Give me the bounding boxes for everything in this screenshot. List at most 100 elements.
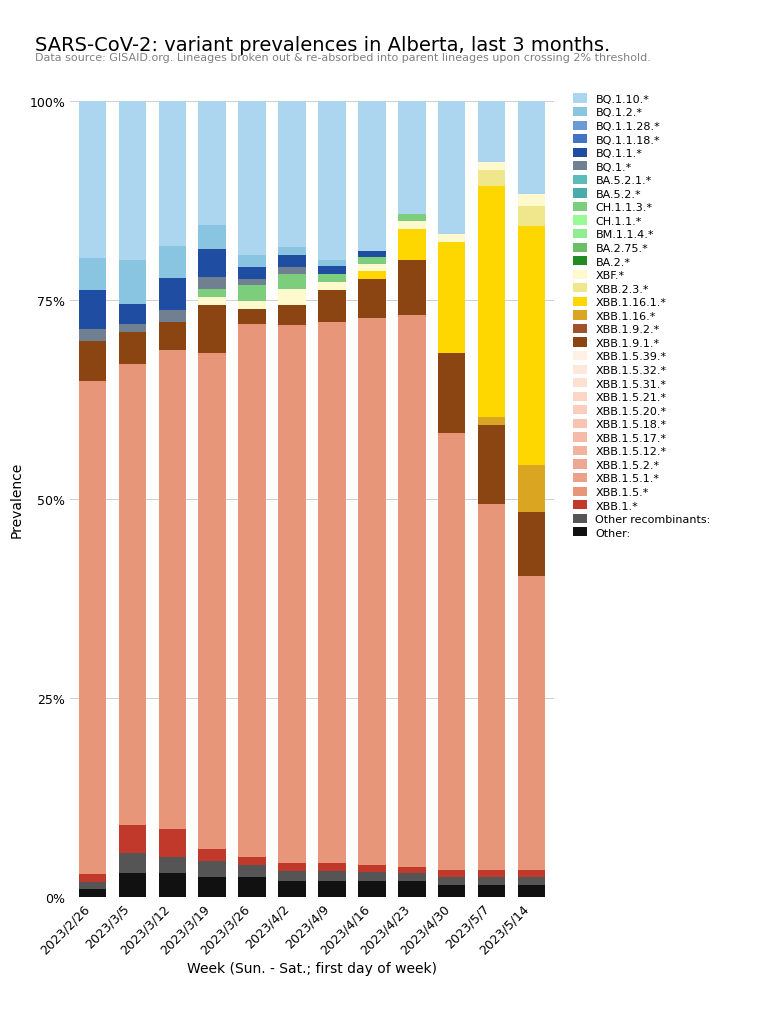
Bar [478,504,505,870]
Bar [278,871,306,880]
Bar [79,290,106,330]
Bar [518,207,545,226]
Bar [119,102,146,261]
Bar [198,277,225,289]
Bar [358,252,385,258]
Bar [518,884,545,897]
X-axis label: Week (Sun. - Sat.; first day of week): Week (Sun. - Sat.; first day of week) [187,962,437,975]
Bar [79,382,106,874]
Bar [518,870,545,876]
Bar [518,102,545,195]
Bar [318,323,346,863]
Bar [399,215,426,221]
Bar [478,163,505,171]
Bar [119,324,146,332]
Bar [399,221,426,229]
Bar [399,867,426,873]
Bar [198,298,225,306]
Bar [399,261,426,316]
Text: SARS-CoV-2: variant prevalences in Alberta, last 3 months.: SARS-CoV-2: variant prevalences in Alber… [35,36,610,55]
Bar [278,102,306,249]
Bar [358,280,385,319]
Bar [119,305,146,324]
Bar [318,267,346,275]
Bar [239,286,266,302]
Bar [318,880,346,897]
Bar [278,863,306,871]
Bar [239,268,266,279]
Bar [318,291,346,323]
Bar [438,433,466,870]
Bar [198,102,225,226]
Bar [158,829,186,857]
Bar [358,272,385,280]
Bar [158,873,186,897]
Bar [278,274,306,290]
Bar [198,250,225,277]
Bar [358,881,385,897]
Bar [239,302,266,310]
Bar [239,858,266,865]
Bar [239,310,266,325]
Bar [119,825,146,853]
Bar [478,870,505,876]
Bar [278,256,306,268]
Bar [358,258,385,264]
Bar [438,234,466,243]
Bar [79,342,106,382]
Bar [198,849,225,861]
Bar [119,332,146,364]
Bar [198,861,225,876]
Bar [518,577,545,870]
Bar [438,870,466,876]
Bar [239,102,266,256]
Bar [239,256,266,268]
Bar [158,351,186,829]
Bar [198,289,225,298]
Bar [239,865,266,877]
Bar [358,319,385,865]
Bar [79,889,106,897]
Bar [518,195,545,207]
Bar [119,853,146,873]
Bar [399,316,426,867]
Bar [318,275,346,283]
Bar [79,874,106,882]
Bar [478,102,505,163]
Bar [399,881,426,897]
Bar [239,325,266,858]
Bar [278,290,306,306]
Bar [438,876,466,884]
Bar [318,863,346,871]
Bar [158,323,186,351]
Bar [318,871,346,880]
Bar [79,259,106,290]
Bar [478,876,505,884]
Bar [198,306,225,354]
Bar [478,186,505,418]
Bar [239,279,266,286]
Text: Data source: GISAID.org. Lineages broken out & re-absorbed into parent lineages : Data source: GISAID.org. Lineages broken… [35,53,651,63]
Bar [158,247,186,279]
Bar [239,877,266,897]
Bar [278,880,306,897]
Bar [119,364,146,825]
Bar [198,226,225,250]
Bar [438,354,466,433]
Bar [278,326,306,863]
Bar [399,229,426,261]
Bar [158,279,186,311]
Bar [79,102,106,259]
Legend: BQ.1.10.*, BQ.1.2.*, BQ.1.1.28.*, BQ.1.1.18.*, BQ.1.1.*, BQ.1.*, BA.5.2.1.*, BA.: BQ.1.10.*, BQ.1.2.*, BQ.1.1.28.*, BQ.1.1… [571,92,713,540]
Bar [478,425,505,504]
Bar [318,261,346,267]
Bar [358,102,385,252]
Bar [198,876,225,897]
Bar [358,871,385,881]
Bar [478,418,505,425]
Bar [79,330,106,342]
Bar [278,268,306,274]
Bar [478,884,505,897]
Bar [438,102,466,234]
Bar [318,102,346,261]
